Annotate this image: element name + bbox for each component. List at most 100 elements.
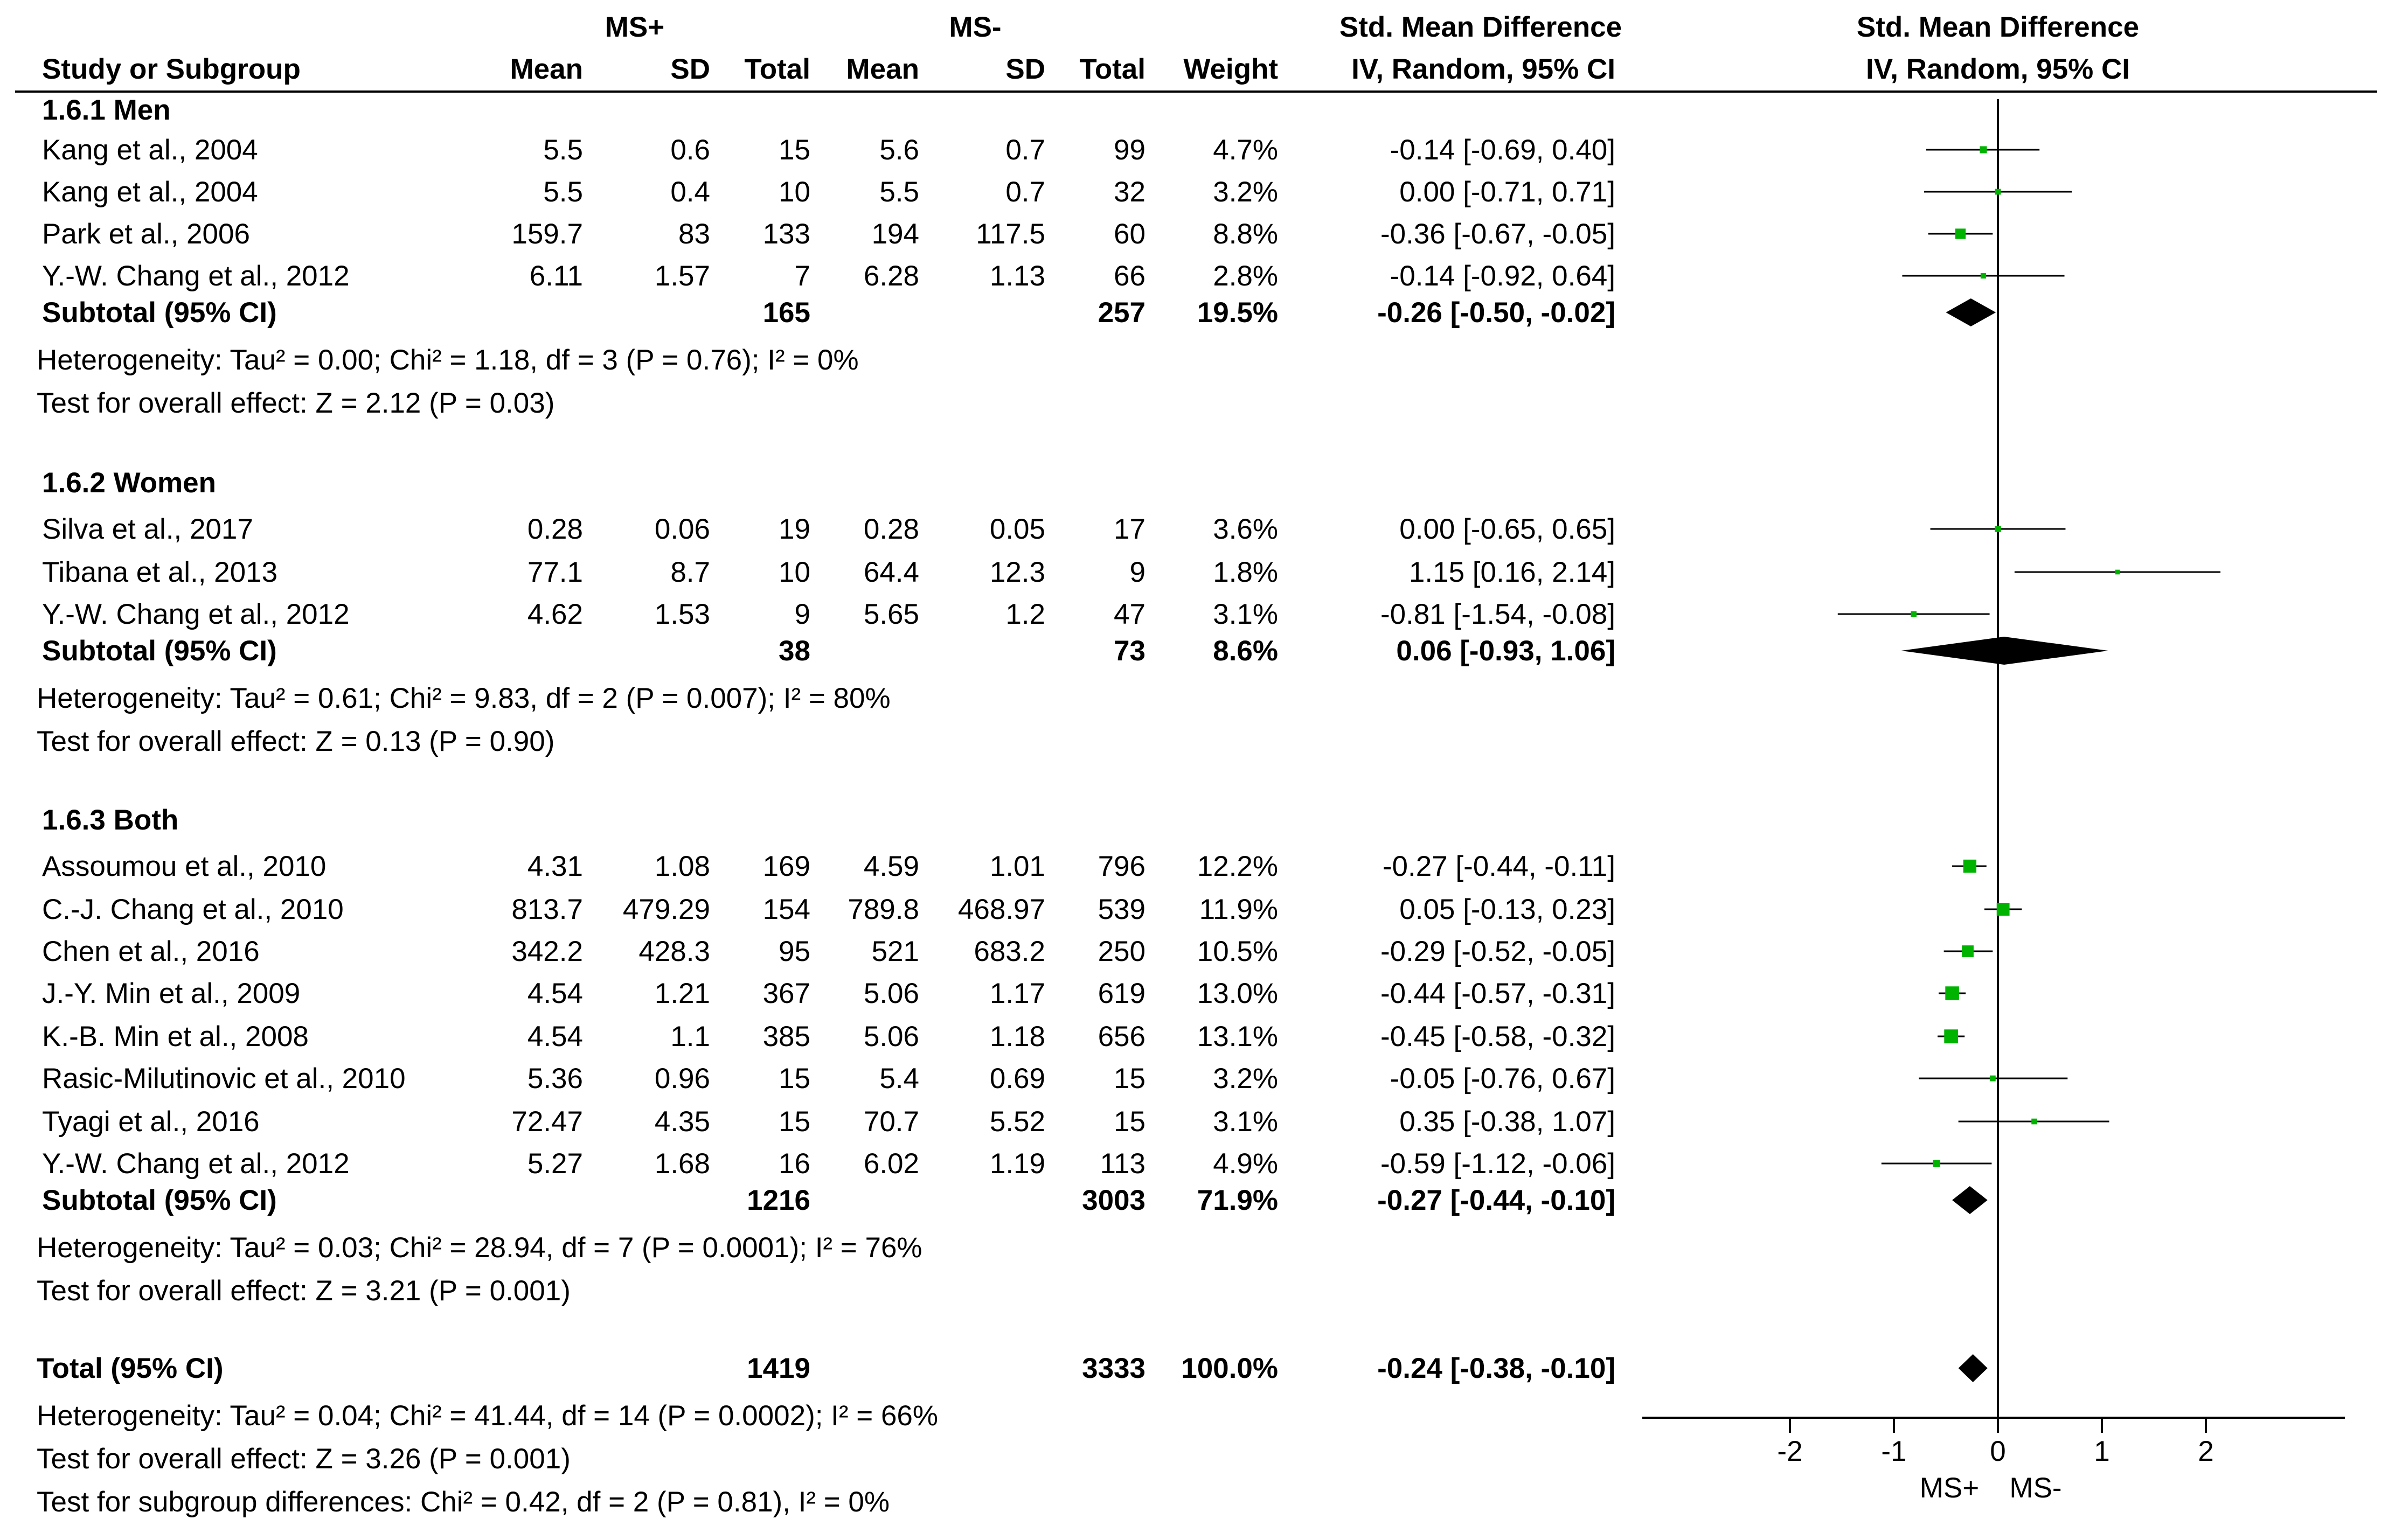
ms-plus-sd: 1.53 bbox=[655, 598, 710, 630]
ms-minus-total: 47 bbox=[1114, 598, 1146, 630]
ms-minus-sd: 1.18 bbox=[990, 1021, 1045, 1053]
ms-minus-mean: 5.6 bbox=[879, 134, 919, 166]
ms-minus-sd: 5.52 bbox=[990, 1106, 1045, 1138]
overall-effect-text: Test for overall effect: Z = 2.12 (P = 0… bbox=[37, 387, 554, 419]
weight-value: 13.1% bbox=[1197, 1021, 1278, 1053]
study-marker bbox=[1955, 228, 1966, 239]
ms-plus-sd: 428.3 bbox=[638, 936, 710, 967]
weight-value: 3.2% bbox=[1213, 1063, 1278, 1095]
study-marker bbox=[1933, 1160, 1940, 1167]
ms-minus-mean: 5.65 bbox=[864, 598, 919, 630]
ms-plus-total: 7 bbox=[795, 260, 810, 292]
header-effect-method: IV, Random, 95% CI bbox=[1351, 53, 1615, 85]
ms-minus-mean: 5.4 bbox=[879, 1063, 919, 1095]
study-name: Rasic-Milutinovic et al., 2010 bbox=[42, 1063, 406, 1095]
header-mean2: Mean bbox=[846, 53, 919, 85]
footer-stat-text: Test for overall effect: Z = 3.26 (P = 0… bbox=[37, 1443, 571, 1475]
ms-minus-mean: 70.7 bbox=[864, 1106, 919, 1138]
subtotal-ci-text: -0.27 [-0.44, -0.10] bbox=[1377, 1184, 1615, 1216]
weight-value: 3.1% bbox=[1213, 1106, 1278, 1138]
subgroup-label: 1.6.2 Women bbox=[42, 467, 216, 499]
study-marker bbox=[1995, 526, 2001, 532]
effect-ci-text: -0.81 [-1.54, -0.08] bbox=[1380, 598, 1615, 630]
total-diamond bbox=[1958, 1354, 1988, 1382]
ms-minus-sd: 0.05 bbox=[990, 513, 1045, 545]
ms-minus-mean: 4.59 bbox=[864, 851, 919, 882]
subtotal-ms-plus-total: 38 bbox=[779, 635, 810, 667]
ms-minus-mean: 64.4 bbox=[864, 556, 919, 588]
header-mean1: Mean bbox=[510, 53, 583, 85]
study-name: Tibana et al., 2013 bbox=[42, 556, 277, 588]
effect-ci-text: -0.45 [-0.58, -0.32] bbox=[1380, 1021, 1615, 1053]
ms-minus-sd: 1.01 bbox=[990, 851, 1045, 882]
subtotal-label: Subtotal (95% CI) bbox=[42, 1184, 277, 1216]
ms-plus-mean: 72.47 bbox=[511, 1106, 583, 1138]
x-label-left: MS+ bbox=[1920, 1472, 1979, 1504]
study-name: C.-J. Chang et al., 2010 bbox=[42, 894, 344, 925]
ms-plus-total: 154 bbox=[763, 894, 810, 925]
total-label: Total (95% CI) bbox=[37, 1353, 224, 1384]
x-tick-label: -2 bbox=[1777, 1436, 1802, 1467]
subtotal-ms-plus-total: 165 bbox=[763, 297, 810, 329]
study-marker bbox=[2031, 1118, 2037, 1125]
study-name: Park et al., 2006 bbox=[42, 218, 250, 250]
ms-minus-sd: 0.7 bbox=[1005, 176, 1045, 208]
ms-minus-total: 656 bbox=[1098, 1021, 1146, 1053]
study-marker bbox=[1995, 189, 2001, 195]
study-marker bbox=[1945, 986, 1959, 1000]
study-marker bbox=[2115, 569, 2120, 575]
subtotal-ms-plus-total: 1216 bbox=[747, 1184, 810, 1216]
ms-minus-sd: 0.69 bbox=[990, 1063, 1045, 1095]
ms-plus-mean: 4.54 bbox=[527, 978, 583, 1009]
ms-minus-mean: 5.5 bbox=[879, 176, 919, 208]
ms-plus-sd: 0.6 bbox=[670, 134, 710, 166]
ms-plus-total: 15 bbox=[779, 134, 810, 166]
footer-stat-text: Heterogeneity: Tau² = 0.04; Chi² = 41.44… bbox=[37, 1400, 938, 1432]
x-tick-label: 0 bbox=[1990, 1436, 2005, 1467]
effect-ci-text: -0.27 [-0.44, -0.11] bbox=[1383, 851, 1615, 882]
ms-minus-sd: 1.2 bbox=[1005, 598, 1045, 630]
weight-value: 10.5% bbox=[1197, 936, 1278, 967]
ms-plus-mean: 159.7 bbox=[511, 218, 583, 250]
subtotal-weight: 19.5% bbox=[1197, 297, 1278, 329]
ms-plus-total: 16 bbox=[779, 1148, 810, 1180]
footer-stat-text: Test for subgroup differences: Chi² = 0.… bbox=[37, 1486, 890, 1518]
x-tick-label: 2 bbox=[2198, 1436, 2213, 1467]
total-ms-plus: 1419 bbox=[747, 1353, 810, 1384]
effect-ci-text: 0.35 [-0.38, 1.07] bbox=[1399, 1106, 1615, 1138]
ms-minus-mean: 0.28 bbox=[864, 513, 919, 545]
ms-plus-mean: 342.2 bbox=[511, 936, 583, 967]
ms-plus-mean: 4.54 bbox=[527, 1021, 583, 1053]
subtotal-diamond bbox=[1946, 298, 1996, 326]
ms-plus-sd: 1.57 bbox=[655, 260, 710, 292]
ms-plus-total: 15 bbox=[779, 1063, 810, 1095]
effect-ci-text: 1.15 [0.16, 2.14] bbox=[1409, 556, 1615, 588]
ms-minus-mean: 5.06 bbox=[864, 1021, 919, 1053]
heterogeneity-text: Heterogeneity: Tau² = 0.61; Chi² = 9.83,… bbox=[37, 682, 891, 714]
header-sd2: SD bbox=[1005, 53, 1045, 85]
header-plot-method: IV, Random, 95% CI bbox=[1866, 53, 2130, 85]
header-weight: Weight bbox=[1183, 53, 1278, 85]
total-ci-text: -0.24 [-0.38, -0.10] bbox=[1377, 1353, 1615, 1384]
ms-minus-sd: 468.97 bbox=[958, 894, 1045, 925]
ms-minus-mean: 789.8 bbox=[848, 894, 919, 925]
header-ms-minus: MS- bbox=[949, 11, 1001, 43]
effect-ci-text: 0.00 [-0.71, 0.71] bbox=[1399, 176, 1615, 208]
study-marker bbox=[1944, 1029, 1958, 1043]
ms-plus-total: 367 bbox=[763, 978, 810, 1009]
effect-ci-text: 0.00 [-0.65, 0.65] bbox=[1399, 513, 1615, 545]
x-label-right: MS- bbox=[2009, 1472, 2061, 1504]
subgroup-label: 1.6.3 Both bbox=[42, 804, 178, 836]
study-marker bbox=[1980, 273, 1987, 279]
weight-value: 13.0% bbox=[1197, 978, 1278, 1009]
weight-value: 4.9% bbox=[1213, 1148, 1278, 1180]
ms-minus-mean: 6.28 bbox=[864, 260, 919, 292]
ms-plus-sd: 1.21 bbox=[655, 978, 710, 1009]
subtotal-ci-text: 0.06 [-0.93, 1.06] bbox=[1396, 635, 1615, 667]
subtotal-ms-minus-total: 3003 bbox=[1082, 1184, 1146, 1216]
weight-value: 3.2% bbox=[1213, 176, 1278, 208]
effect-ci-text: -0.44 [-0.57, -0.31] bbox=[1380, 978, 1615, 1009]
ms-minus-total: 66 bbox=[1114, 260, 1146, 292]
subtotal-ms-minus-total: 257 bbox=[1098, 297, 1146, 329]
